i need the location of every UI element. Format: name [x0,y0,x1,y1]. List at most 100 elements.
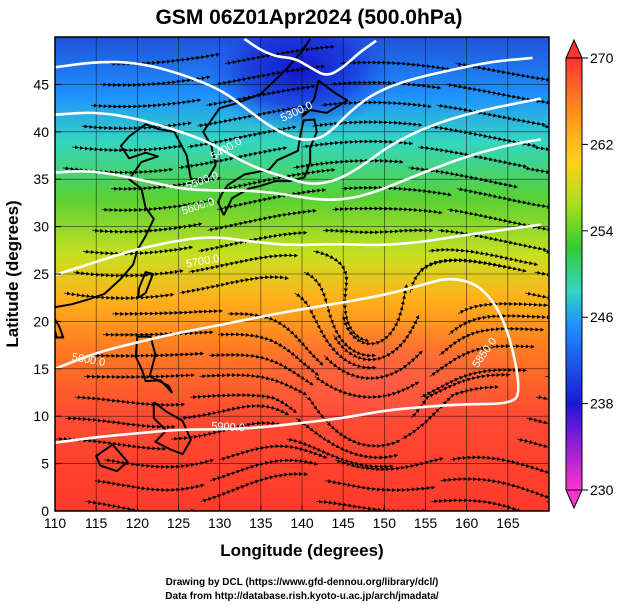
streamline [74,395,186,407]
streamline [293,158,404,170]
streamline [101,199,212,213]
streamline [440,476,549,499]
colorbar-tick-label: 270 [590,50,614,66]
coastline [55,38,312,309]
x-tick-label: 160 [455,515,479,531]
streamline [90,98,202,109]
contour-label: 5900.0 [211,421,245,435]
streamline [73,269,184,278]
streamline [546,500,549,511]
streamline [84,373,195,380]
streamline [322,228,434,235]
y-tick-label: 0 [41,503,49,519]
colorbar-tick-label: 238 [590,396,614,412]
colorbar-top-arrow [565,38,583,59]
streamline [196,104,307,128]
streamline [330,80,442,90]
streamline [85,499,196,511]
streamline [408,166,518,189]
credit-data: Data from http://database.rish.kyoto-u.a… [165,591,439,602]
streamline [437,228,548,252]
streamline [65,416,176,430]
colorbar-ticks: 230 238 246 254 262 270 [582,50,614,498]
y-tick-label: 40 [33,124,49,140]
contour-label: 5800.0 [71,351,106,369]
x-tick-label: 115 [85,515,108,531]
y-axis-label: Latitude (degrees) [3,200,22,347]
colorbar-tick-label: 230 [590,482,614,498]
streamline [525,291,549,306]
coastline [137,271,154,299]
streamline [431,498,540,511]
streamline [555,356,619,358]
coastline [134,335,173,394]
streamline [92,222,203,234]
streamline [93,351,205,358]
streamline [447,208,549,233]
streamline [321,100,432,109]
contour-5300.0 [243,37,377,76]
coastline [217,118,318,216]
y-tick-label: 25 [33,266,49,282]
coastline [95,443,129,473]
x-tick-label: 130 [208,515,232,531]
y-tick-label: 45 [33,76,49,92]
streamline [523,166,549,181]
streamline [313,249,370,343]
colorbar-bottom-arrow [565,489,583,510]
contour-label: 5700.0 [185,253,220,271]
streamline [94,479,205,493]
x-axis-label: Longitude (degrees) [220,541,383,560]
streamline [177,146,288,170]
contour-5700.0 [55,223,541,277]
streamline [449,455,549,477]
streamline [215,64,326,86]
streamline [104,458,215,469]
streamline [340,60,451,71]
streamline [436,103,546,127]
figure-title: GSM 06Z01Apr2024 (500.0hPa) [156,6,463,29]
x-tick-label: 140 [290,515,314,531]
contour-5600.0 [55,138,542,201]
y-tick-label: 35 [33,171,49,187]
streamline [112,308,223,316]
coastline [152,401,192,456]
contour-5800.0 [55,277,520,444]
contour-5500.0 [55,97,542,185]
y-tick-label: 30 [33,219,49,235]
streamline [207,208,317,232]
x-tick-label: 145 [331,515,355,531]
streamline [188,253,299,274]
coastline [301,79,349,118]
x-tick-label: 150 [373,515,397,531]
streamline [224,44,335,66]
colorbar: 230 238 246 254 262 270 [565,38,614,510]
streamline [332,206,443,215]
colorbar-scale [565,57,583,491]
y-tick-label: 15 [33,361,49,377]
y-axis-ticks: 0 5 10 15 20 25 30 35 40 45 [33,76,61,519]
streamline [305,396,401,449]
streamline [81,121,192,131]
streamline [216,188,327,211]
x-tick-label: 120 [126,515,150,531]
streamline [341,185,452,197]
x-tick-label: 135 [249,515,273,531]
streamline [315,499,427,511]
streamline [456,187,549,212]
streamline [311,119,423,128]
contour-5400.0 [55,56,533,141]
streamline [102,330,214,337]
warm-patch [230,320,530,430]
x-tick-label: 110 [44,515,67,531]
credit-drawing: Drawing by DCL (https://www.gfd-dennou.o… [166,577,439,588]
streamline [179,275,289,295]
streamline [325,479,436,493]
streamline [72,144,183,153]
streamline [100,75,211,88]
height-contours [55,37,542,444]
coastline [55,318,65,339]
streamline [226,168,336,191]
streamline [552,105,619,110]
